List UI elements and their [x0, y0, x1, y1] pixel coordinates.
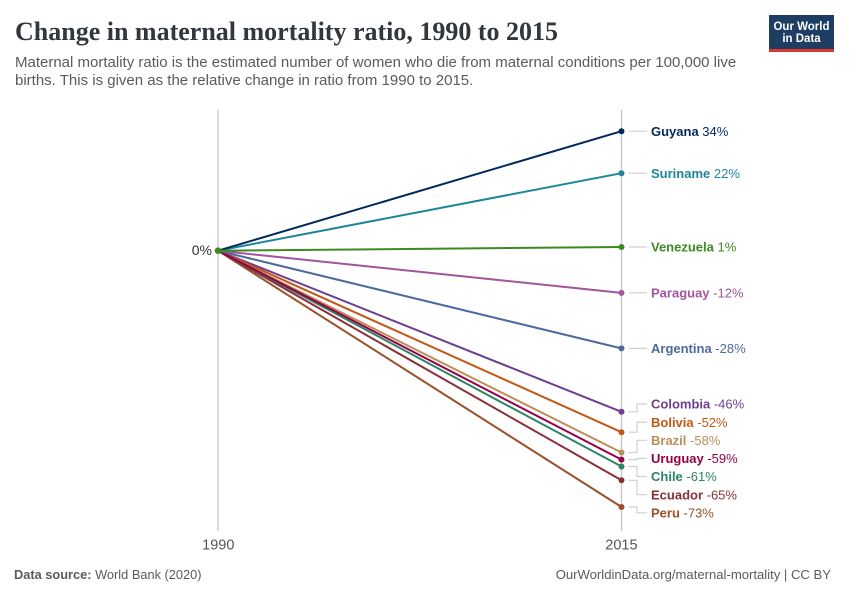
- svg-text:1990: 1990: [202, 538, 234, 554]
- svg-text:Ecuador -65%: Ecuador -65%: [651, 487, 737, 502]
- svg-text:Peru -73%: Peru -73%: [651, 506, 714, 521]
- svg-text:Suriname 22%: Suriname 22%: [651, 166, 740, 181]
- svg-text:Argentina -28%: Argentina -28%: [651, 341, 746, 356]
- svg-text:2015: 2015: [605, 538, 637, 554]
- svg-text:Venezuela 1%: Venezuela 1%: [651, 240, 737, 255]
- svg-text:Bolivia -52%: Bolivia -52%: [651, 415, 728, 430]
- svg-text:Chile -61%: Chile -61%: [651, 469, 717, 484]
- svg-text:0%: 0%: [192, 242, 212, 258]
- svg-text:Uruguay -59%: Uruguay -59%: [651, 451, 738, 466]
- svg-text:Guyana 34%: Guyana 34%: [651, 124, 729, 139]
- svg-text:Brazil -58%: Brazil -58%: [651, 433, 721, 448]
- svg-text:Paraguay -12%: Paraguay -12%: [651, 286, 744, 301]
- svg-text:Colombia -46%: Colombia -46%: [651, 397, 745, 412]
